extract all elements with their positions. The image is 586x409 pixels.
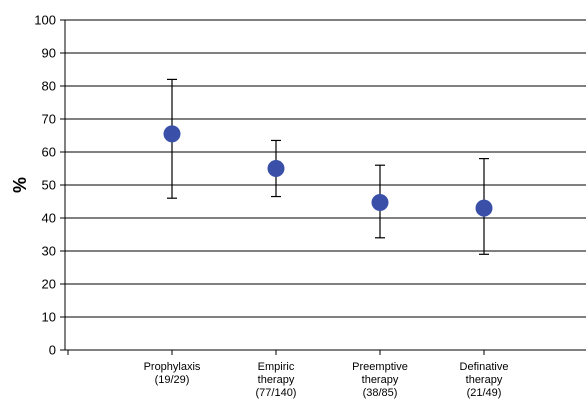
y-tick-label: 30 bbox=[42, 244, 56, 259]
y-tick-label: 80 bbox=[42, 79, 56, 94]
data-point bbox=[267, 160, 285, 177]
category-label-line: (38/85) bbox=[363, 387, 398, 399]
category-label-line: Prophylaxis bbox=[144, 361, 201, 373]
y-tick-label: 10 bbox=[42, 310, 56, 325]
y-tick-label: 70 bbox=[42, 112, 56, 127]
y-tick-label: 50 bbox=[42, 178, 56, 193]
data-point bbox=[475, 199, 493, 217]
category-label: Empiric therapy (77/140) bbox=[256, 361, 297, 399]
category-label-line: therapy bbox=[258, 374, 295, 386]
x-axis-categories: Prophylaxis (19/29)Empiric therapy (77/140)… bbox=[144, 361, 509, 399]
y-tick-label: 100 bbox=[34, 13, 56, 28]
category-label-line: (19/29) bbox=[155, 374, 190, 386]
category-label-line: therapy bbox=[362, 374, 399, 386]
data-point bbox=[371, 193, 389, 211]
y-tick-label: 90 bbox=[42, 46, 56, 61]
gridlines bbox=[65, 19, 586, 355]
y-tick-label: 0 bbox=[49, 343, 56, 358]
y-axis-label: % bbox=[10, 177, 30, 193]
category-label: Preemptive therapy (38/85) bbox=[352, 361, 408, 399]
error-bars bbox=[167, 78, 489, 255]
y-tick-label: 40 bbox=[42, 211, 56, 226]
category-label-line: (77/140) bbox=[256, 387, 297, 399]
category-label-line: Definative bbox=[460, 361, 509, 373]
data-point bbox=[163, 125, 181, 143]
y-tick-label: 20 bbox=[42, 277, 56, 292]
category-label-line: (21/49) bbox=[467, 387, 502, 399]
data-points bbox=[163, 125, 493, 217]
y-axis-ticks: 0 10 20 30 40 50 60 70 80 90 100 bbox=[34, 13, 65, 358]
category-label: Definative therapy (21/49) bbox=[460, 361, 509, 399]
category-label-line: therapy bbox=[466, 374, 503, 386]
y-tick-label: 60 bbox=[42, 145, 56, 160]
category-label-line: Preemptive bbox=[352, 361, 408, 373]
category-label-line: Empiric bbox=[258, 361, 295, 373]
category-label: Prophylaxis (19/29) bbox=[144, 361, 201, 386]
